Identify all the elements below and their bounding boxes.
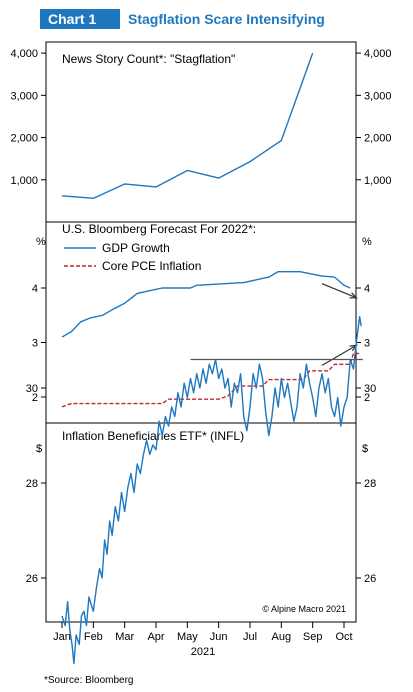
x-tick-label: Sep — [303, 631, 323, 643]
source-note: *Source: Bloomberg — [44, 675, 134, 686]
y-tick-label: 4 — [364, 283, 370, 295]
y-unit-left: $ — [36, 443, 42, 455]
series-line-gdp-growth — [61, 270, 351, 338]
y-tick-label: 4,000 — [364, 48, 392, 60]
x-tick-label: Jan — [53, 631, 71, 643]
x-tick-label: Aug — [272, 631, 292, 643]
y-tick-label: 26 — [26, 573, 38, 585]
x-axis: Jan Feb Mar Apr May Jun Jul Aug Sep Oct 2021 — [53, 622, 353, 658]
y-tick-label: 1,000 — [10, 175, 38, 187]
x-tick-label: Jun — [210, 631, 228, 643]
panel-news-count: News Story Count*: "Stagflation" 1,000 1,0… — [10, 48, 392, 200]
x-tick-label: Mar — [115, 631, 134, 643]
chart-figure: News Story Count*: "Stagflation" 1,000 1,0… — [10, 41, 392, 686]
y-tick-label: 3 — [364, 338, 370, 350]
chart-number-badge: Chart 1 — [40, 9, 120, 29]
series-line-core-pce-inflation — [61, 352, 360, 408]
trend-arrow — [321, 283, 357, 299]
y-tick-label: 28 — [26, 478, 38, 490]
chart-header: Chart 1 Stagflation Scare Intensifying — [0, 0, 413, 40]
y-tick-label: 30 — [26, 383, 38, 395]
panel-forecast: U.S. Bloomberg Forecast For 2022*:% % 2 2 3 3… — [32, 222, 372, 408]
y-tick-label: 2 — [364, 392, 370, 404]
y-tick-label: 3 — [32, 338, 38, 350]
y-tick-label: 2,000 — [10, 133, 38, 145]
panel-title: News Story Count*: "Stagflation" — [62, 52, 235, 66]
y-tick-label: 2 — [32, 392, 38, 404]
y-unit-right: $ — [362, 443, 368, 455]
panel-title: U.S. Bloomberg Forecast For 2022*: — [62, 222, 256, 236]
legend-label: GDP Growth — [102, 241, 170, 255]
y-unit-right: % — [362, 236, 372, 248]
x-tick-label: Oct — [335, 631, 352, 643]
y-tick-label: 3,000 — [364, 90, 392, 102]
x-tick-label: May — [177, 631, 198, 643]
y-tick-label: 3,000 — [10, 90, 38, 102]
chart-frame — [45, 41, 357, 623]
series-line-main — [61, 52, 314, 200]
legend-label: Core PCE Inflation — [102, 259, 201, 273]
y-unit-left: % — [36, 236, 46, 248]
x-tick-label: Feb — [84, 631, 103, 643]
panel-etf: Inflation Beneficiaries ETF* (INFL) $ $26 2… — [26, 316, 376, 665]
y-tick-label: 4,000 — [10, 48, 38, 60]
x-tick-label: Apr — [147, 631, 164, 643]
series-line-infl — [61, 316, 362, 665]
y-tick-label: 4 — [32, 283, 38, 295]
y-tick-label: 26 — [364, 573, 376, 585]
y-tick-label: 28 — [364, 478, 376, 490]
x-tick-label: Jul — [243, 631, 257, 643]
x-year-label: 2021 — [191, 646, 215, 658]
y-tick-label: 1,000 — [364, 175, 392, 187]
plot-border — [45, 41, 357, 623]
y-tick-label: 30 — [364, 383, 376, 395]
y-tick-label: 2,000 — [364, 133, 392, 145]
trend-arrow — [321, 344, 357, 366]
arrow-head — [349, 292, 358, 299]
copyright-credit: © Alpine Macro 2021 — [262, 604, 346, 614]
chart-title: Stagflation Scare Intensifying — [128, 11, 325, 27]
panel-title: Inflation Beneficiaries ETF* (INFL) — [62, 429, 244, 443]
